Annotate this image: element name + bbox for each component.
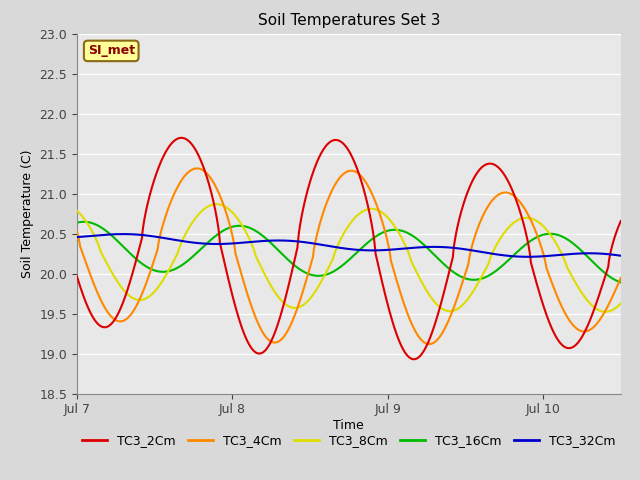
TC3_2Cm bbox=[135, 247, 143, 253]
X-axis label: Time: Time bbox=[333, 419, 364, 432]
TC3_32Cm bbox=[524, 254, 532, 260]
Text: SI_met: SI_met bbox=[88, 44, 135, 58]
TC3_4Cm bbox=[305, 267, 313, 273]
TC3_32Cm bbox=[168, 236, 175, 242]
TC3_16Cm bbox=[305, 271, 313, 277]
TC3_4Cm bbox=[73, 228, 81, 234]
TC3_2Cm bbox=[410, 356, 418, 362]
TC3_16Cm bbox=[80, 219, 88, 225]
Title: Soil Temperatures Set 3: Soil Temperatures Set 3 bbox=[257, 13, 440, 28]
TC3_2Cm bbox=[548, 325, 556, 331]
Line: TC3_2Cm: TC3_2Cm bbox=[77, 138, 621, 359]
TC3_8Cm bbox=[73, 207, 81, 213]
Line: TC3_32Cm: TC3_32Cm bbox=[77, 234, 621, 257]
TC3_8Cm bbox=[167, 263, 175, 269]
TC3_2Cm bbox=[73, 273, 81, 279]
TC3_32Cm bbox=[607, 252, 614, 257]
Legend: TC3_2Cm, TC3_4Cm, TC3_8Cm, TC3_16Cm, TC3_32Cm: TC3_2Cm, TC3_4Cm, TC3_8Cm, TC3_16Cm, TC3… bbox=[77, 429, 621, 452]
TC3_4Cm bbox=[617, 275, 625, 281]
TC3_8Cm bbox=[602, 309, 609, 315]
TC3_2Cm bbox=[607, 250, 614, 255]
TC3_8Cm bbox=[212, 201, 220, 207]
TC3_8Cm bbox=[617, 300, 625, 306]
TC3_16Cm bbox=[607, 274, 614, 280]
TC3_8Cm bbox=[548, 234, 556, 240]
TC3_16Cm bbox=[617, 279, 625, 285]
Line: TC3_4Cm: TC3_4Cm bbox=[77, 168, 621, 344]
TC3_2Cm bbox=[305, 182, 313, 188]
TC3_4Cm bbox=[193, 166, 201, 171]
Line: TC3_16Cm: TC3_16Cm bbox=[77, 222, 621, 282]
TC3_2Cm bbox=[282, 294, 289, 300]
TC3_4Cm bbox=[607, 298, 614, 304]
TC3_32Cm bbox=[305, 240, 313, 246]
TC3_4Cm bbox=[167, 198, 175, 204]
TC3_16Cm bbox=[548, 231, 556, 237]
TC3_8Cm bbox=[305, 297, 313, 302]
TC3_32Cm bbox=[282, 238, 289, 243]
TC3_2Cm bbox=[167, 141, 175, 147]
TC3_32Cm bbox=[135, 232, 143, 238]
TC3_4Cm bbox=[548, 280, 556, 286]
TC3_16Cm bbox=[168, 267, 175, 273]
TC3_16Cm bbox=[282, 254, 289, 260]
TC3_4Cm bbox=[135, 298, 143, 304]
TC3_16Cm bbox=[73, 220, 81, 226]
TC3_4Cm bbox=[426, 341, 433, 347]
TC3_32Cm bbox=[73, 234, 81, 240]
TC3_8Cm bbox=[607, 308, 614, 314]
TC3_8Cm bbox=[135, 297, 143, 303]
TC3_2Cm bbox=[178, 135, 186, 141]
TC3_32Cm bbox=[548, 253, 556, 259]
Line: TC3_8Cm: TC3_8Cm bbox=[77, 204, 621, 312]
Y-axis label: Soil Temperature (C): Soil Temperature (C) bbox=[20, 149, 34, 278]
TC3_32Cm bbox=[617, 253, 625, 259]
TC3_8Cm bbox=[282, 301, 289, 307]
TC3_16Cm bbox=[135, 258, 143, 264]
TC3_2Cm bbox=[617, 218, 625, 224]
TC3_4Cm bbox=[282, 331, 289, 337]
TC3_32Cm bbox=[120, 231, 127, 237]
